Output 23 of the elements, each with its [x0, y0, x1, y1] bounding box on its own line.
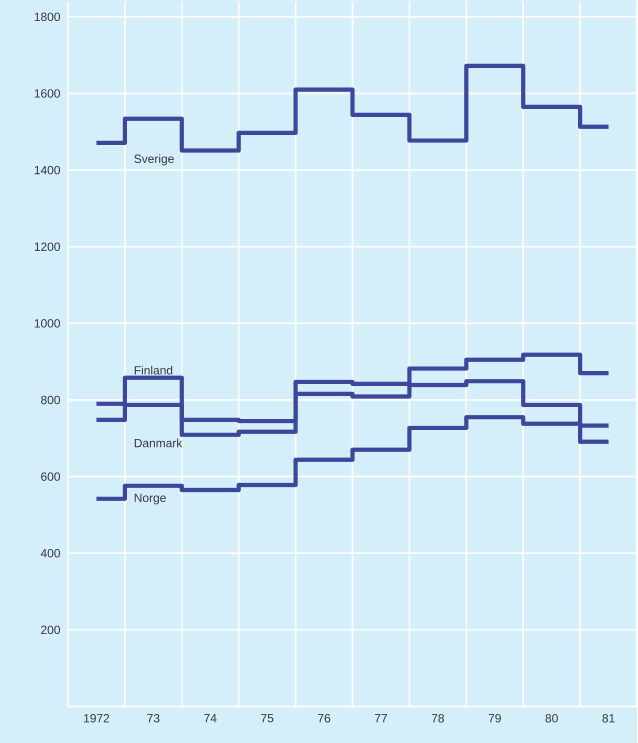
y-tick-label: 600	[41, 472, 60, 481]
x-tick-label: 76	[318, 714, 330, 722]
x-tick-label: 74	[204, 714, 217, 722]
y-tick-label: 1200	[34, 242, 60, 251]
series-label: Finland	[134, 366, 172, 375]
x-tick-label: 73	[147, 714, 160, 722]
x-tick-label: 77	[375, 714, 388, 722]
x-tick-label: 75	[261, 714, 274, 722]
x-tick-label: 79	[488, 714, 501, 722]
y-tick-label: 1800	[34, 12, 60, 22]
y-tick-label: 1600	[34, 89, 60, 98]
series-label: Norge	[134, 494, 166, 504]
x-tick-label: 78	[432, 714, 444, 722]
y-tick-label: 800	[41, 396, 60, 404]
series-label: Danmark	[134, 438, 182, 448]
y-tick-label: 1000	[34, 319, 60, 328]
x-tick-label: 81	[602, 714, 615, 722]
y-tick-label: 1400	[34, 166, 60, 174]
y-tick-label: 400	[40, 549, 60, 558]
series-label: Sverige	[134, 154, 174, 166]
x-tick-label: 1972	[84, 714, 110, 722]
x-tick-label: 80	[546, 714, 558, 722]
y-tick-label: 200	[41, 626, 60, 634]
